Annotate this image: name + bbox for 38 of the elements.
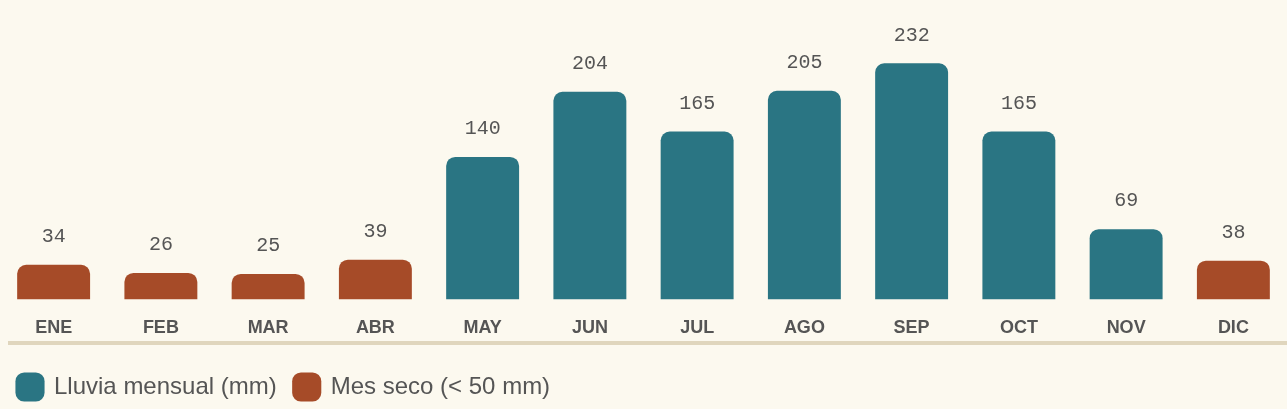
- bar: [1089, 229, 1163, 300]
- data-label: 26: [148, 233, 173, 257]
- data-label: 38: [1221, 221, 1246, 245]
- x-tick-label: DIC: [1217, 317, 1249, 338]
- data-label: 205: [786, 51, 823, 75]
- bar: [982, 131, 1056, 300]
- bar: [875, 63, 949, 300]
- x-tick-label: ABR: [355, 317, 395, 338]
- data-label: 165: [679, 91, 716, 115]
- data-label: 204: [571, 52, 608, 76]
- bar: [17, 264, 91, 300]
- data-label: 140: [464, 117, 501, 141]
- bar: [767, 90, 841, 300]
- x-tick-label: MAY: [463, 317, 502, 338]
- x-tick-label: FEB: [142, 317, 179, 338]
- x-tick-label: JUL: [680, 317, 715, 338]
- bar: [1196, 260, 1270, 300]
- data-label: 39: [363, 220, 388, 244]
- data-label: 34: [41, 225, 66, 249]
- x-tick-label: JUN: [571, 317, 608, 338]
- x-tick-label: SEP: [893, 317, 930, 338]
- x-tick-label: OCT: [999, 317, 1038, 338]
- bar: [660, 131, 734, 300]
- data-label: 165: [1000, 91, 1037, 115]
- legend-label: Lluvia mensual (mm): [54, 371, 277, 399]
- bar: [338, 259, 412, 300]
- data-label: 25: [256, 234, 281, 258]
- bar: [124, 272, 198, 300]
- bar: [231, 273, 305, 300]
- x-tick-label: ENE: [35, 317, 73, 338]
- bar: [446, 156, 520, 300]
- x-tick-label: NOV: [1106, 317, 1146, 338]
- x-tick-label: AGO: [783, 317, 825, 338]
- data-label: 69: [1114, 189, 1139, 213]
- x-tick-label: MAR: [247, 317, 289, 338]
- bar: [553, 91, 627, 300]
- legend-label: Mes seco (< 50 mm): [330, 371, 551, 399]
- data-label: 232: [893, 23, 930, 47]
